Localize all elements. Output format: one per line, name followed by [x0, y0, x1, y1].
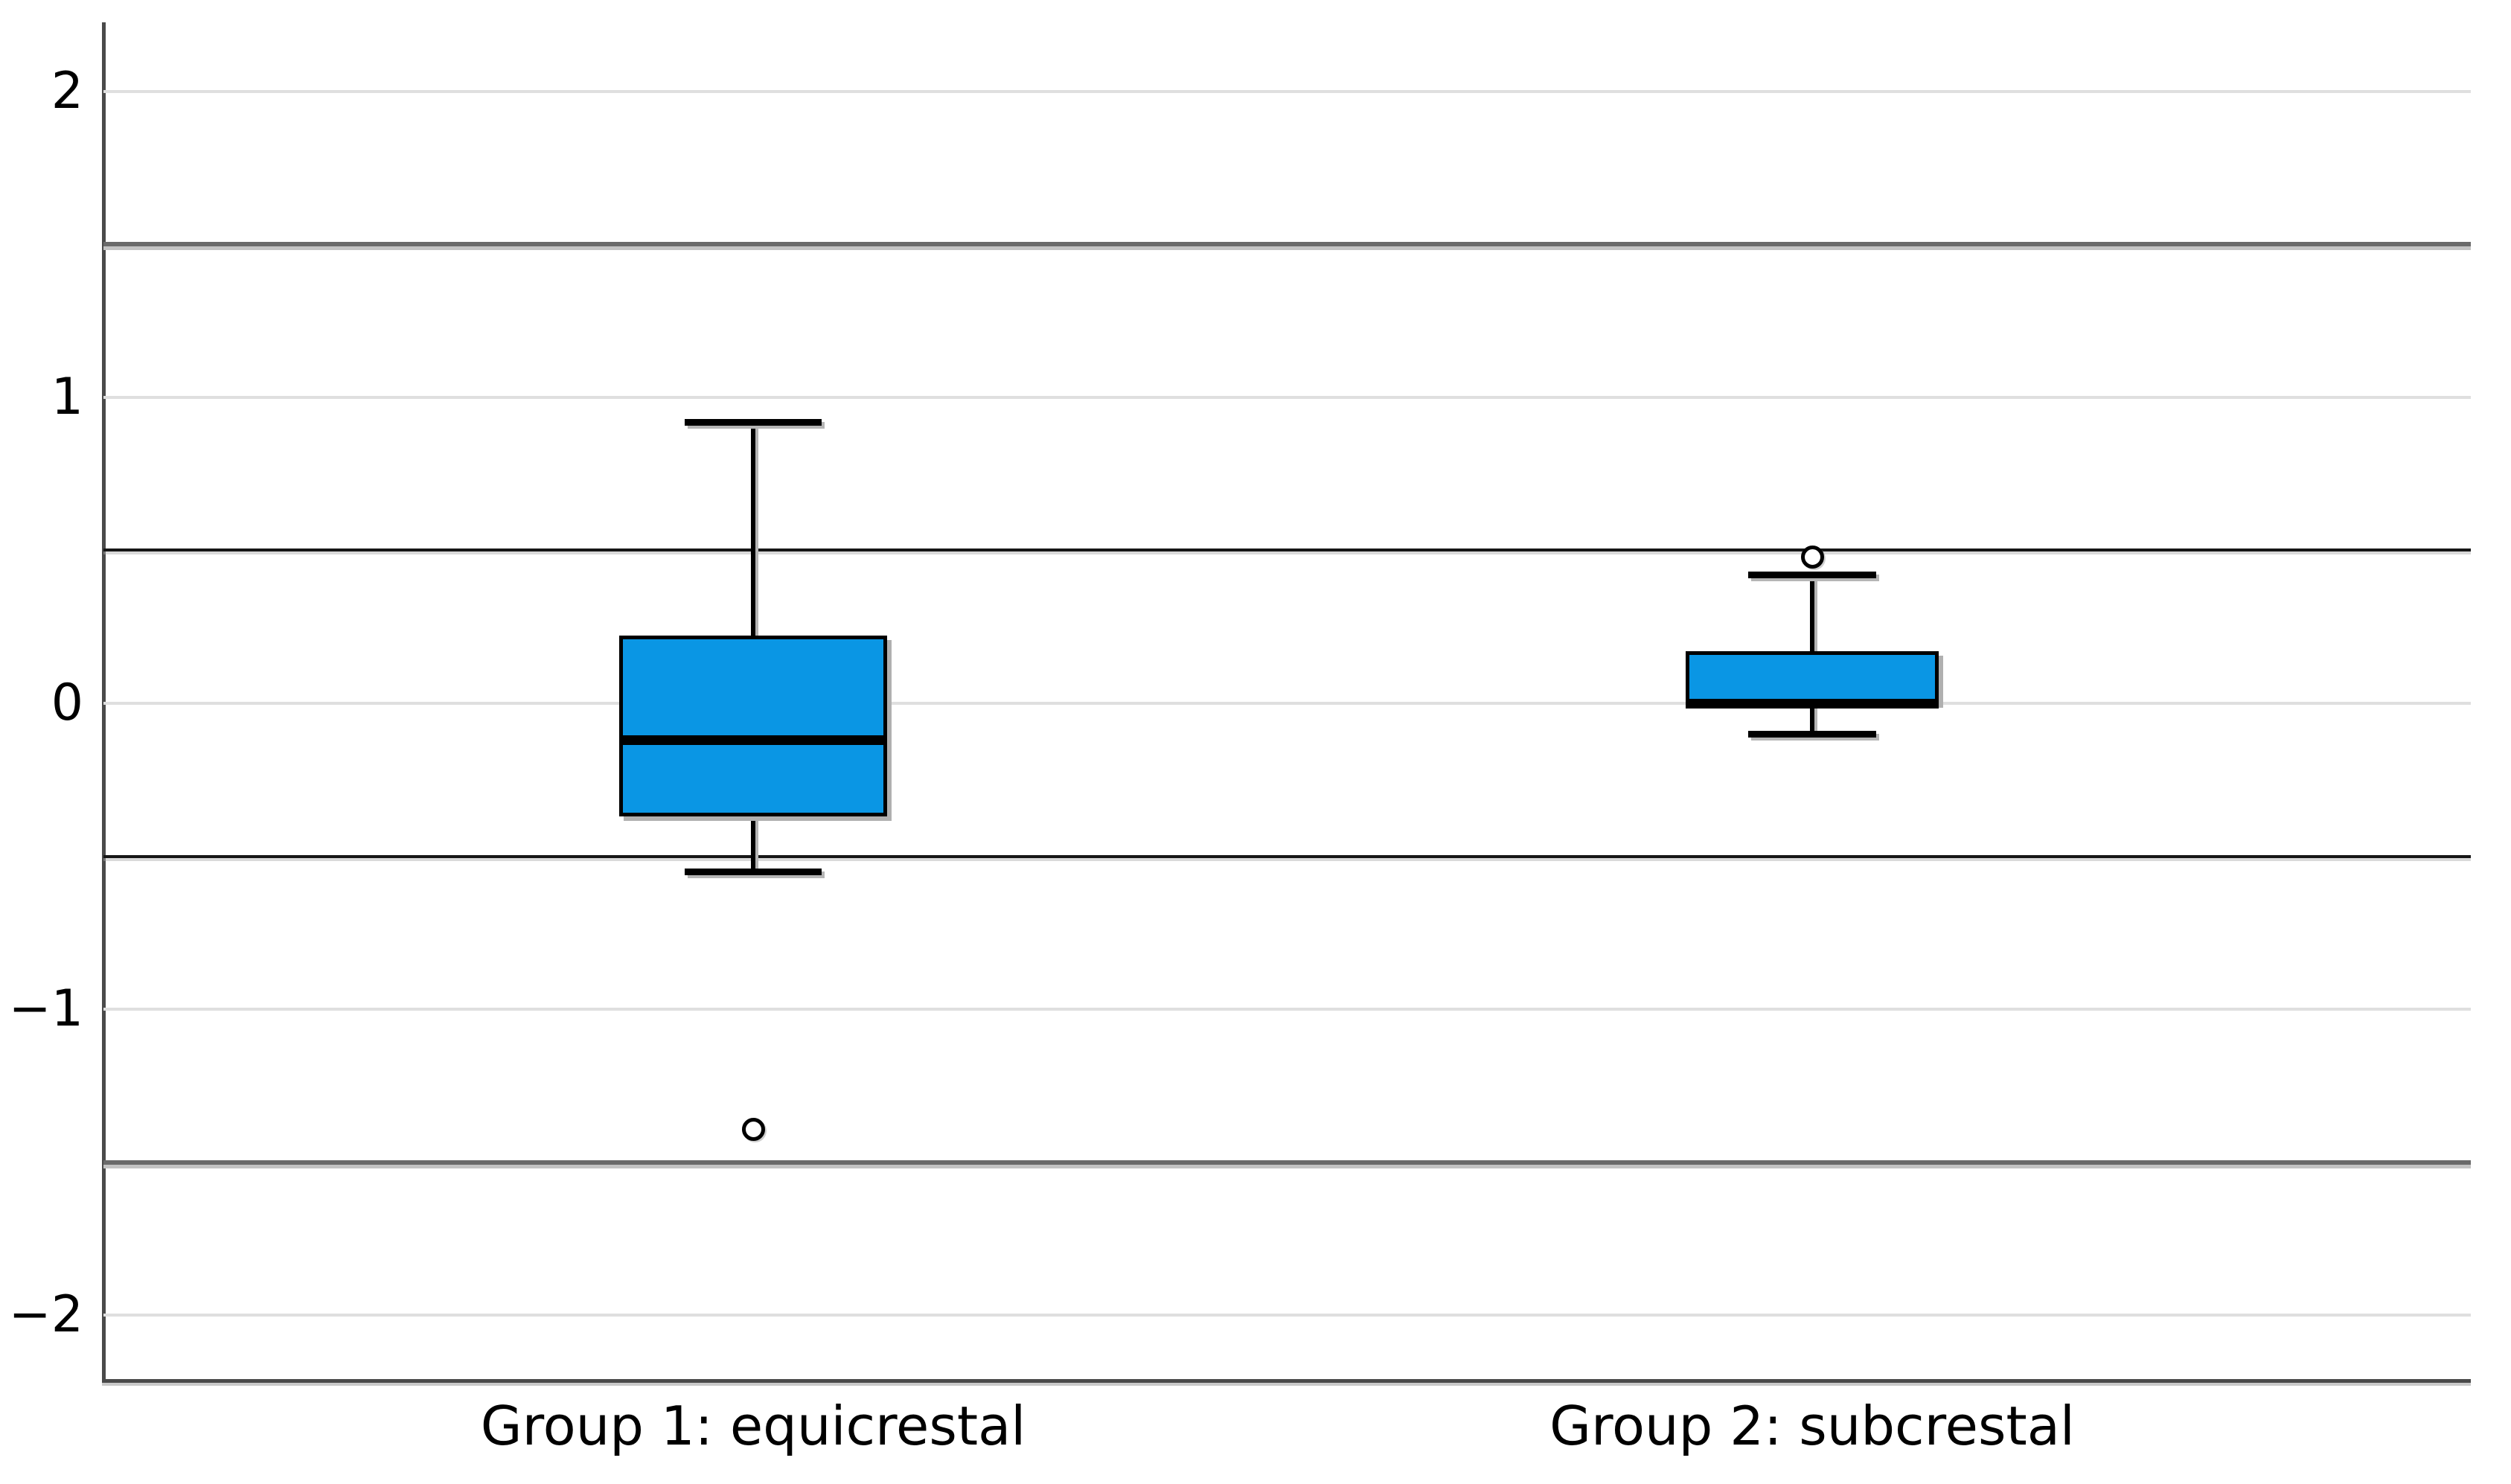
median-line-group-2	[1686, 698, 1939, 709]
y-tick-label: 1	[51, 367, 83, 426]
whisker-cap-lower-group-1	[685, 869, 822, 876]
reference-line-1.5	[103, 242, 2471, 247]
whisker-cap-upper-group-2	[1748, 572, 1876, 579]
y-tick-label: 0	[51, 673, 83, 732]
outlier-point-group-2	[1801, 545, 1824, 569]
whisker-upper-group-1	[751, 421, 755, 636]
category-label-group-2: Group 2: subcrestal	[1549, 1395, 2075, 1457]
gridline-y--2	[103, 1314, 2471, 1317]
gridline-y--1	[103, 1008, 2471, 1011]
reference-line-0.5	[103, 548, 2471, 552]
reference-line--1.5	[103, 1160, 2471, 1165]
gridline-y-2	[103, 89, 2471, 93]
category-label-group-1: Group 1: equicrestal	[480, 1395, 1026, 1457]
median-line-group-1	[619, 735, 887, 746]
whisker-cap-lower-group-2	[1748, 731, 1876, 738]
box-group-2	[1686, 651, 1939, 703]
whisker-upper-group-2	[1810, 575, 1814, 652]
box-group-1	[619, 636, 887, 817]
whisker-lower-group-1	[751, 816, 755, 872]
gridline-y-1	[103, 395, 2471, 399]
y-tick-label: 2	[51, 61, 83, 121]
y-tick-label: −1	[8, 979, 83, 1039]
whisker-cap-upper-group-1	[685, 418, 822, 426]
y-tick-label: −2	[8, 1285, 83, 1345]
x-axis-line	[102, 1379, 2471, 1383]
whisker-lower-group-2	[1810, 703, 1814, 735]
gridline-y-0	[103, 701, 2471, 705]
outlier-point-group-1	[742, 1117, 765, 1141]
reference-line--0.5	[103, 854, 2471, 858]
